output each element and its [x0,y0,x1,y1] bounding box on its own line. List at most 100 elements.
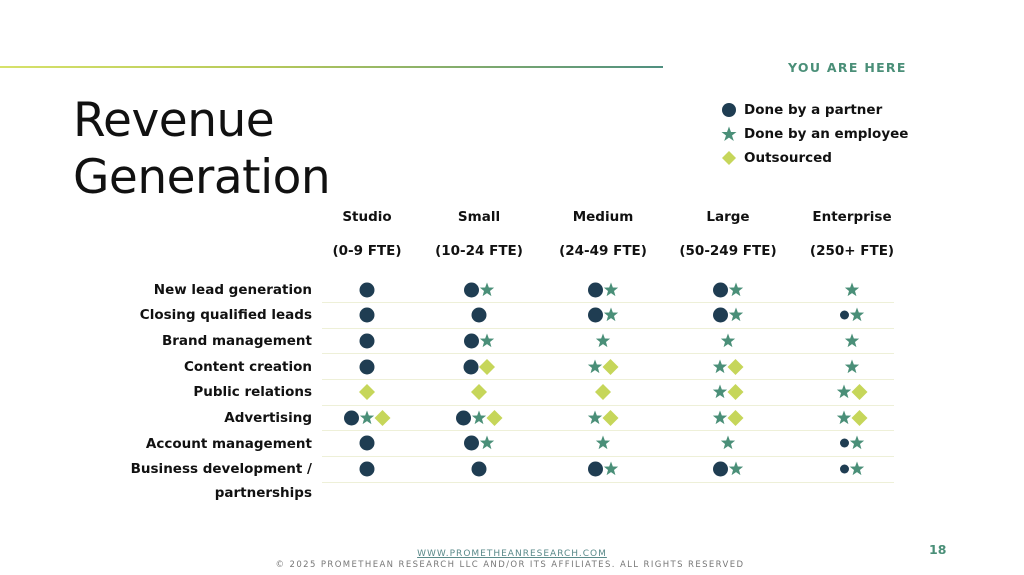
row-label-closing-qualified-leads: Closing qualified leads [139,307,312,323]
outsourced-diamond-icon [471,384,487,400]
outsourced-diamond-icon [602,359,619,375]
circle-icon [722,103,736,117]
employee-star-icon [728,461,744,476]
title-line-2: Generation [73,150,331,205]
partner-circle-icon [464,282,479,298]
row-label-public-relations: Public relations [193,384,312,400]
employee-star-icon [359,410,375,425]
employee-star-icon [479,333,495,348]
star-icon [721,126,737,141]
employee-star-icon [712,359,728,374]
outsourced-diamond-icon [479,359,495,375]
column-name: Studio [342,209,392,225]
partner-circle-icon [359,307,375,323]
partner-circle-icon [840,464,849,474]
column-name: Large [706,209,750,225]
row-label-brand-management: Brand management [161,333,312,349]
employee-star-icon [587,410,603,425]
employee-star-icon [479,435,495,450]
employee-star-icon [844,333,860,348]
column-range: (50-249 FTE) [679,243,777,259]
row-label-business-development: Business development / [130,461,312,477]
footer-website-link[interactable]: WWW.PROMETHEANRESEARCH.COM [417,549,607,559]
employee-star-icon [595,333,611,348]
row-label-partnerships: partnerships [214,485,312,501]
partner-circle-icon [344,410,359,426]
row-divider [322,405,894,406]
column-name: Small [457,209,501,225]
row-divider [322,482,894,483]
employee-star-icon [603,307,619,322]
row-label-advertising: Advertising [224,410,312,426]
employee-star-icon [728,307,744,322]
column-name: Enterprise [812,209,892,225]
partner-circle-icon [359,282,375,298]
partner-circle-icon [359,333,375,349]
header-divider [0,66,663,68]
diamond-icon [722,151,736,165]
row-divider [322,430,894,431]
employee-star-icon [836,384,852,399]
row-divider [322,302,894,303]
partner-circle-icon [359,461,375,477]
partner-circle-icon [359,359,375,375]
legend: Done by a partner Done by an employee Ou… [720,98,908,170]
partner-circle-icon [840,438,849,448]
outsourced-diamond-icon [374,410,391,426]
outsourced-diamond-icon [727,384,744,400]
partner-circle-icon [713,282,728,298]
employee-star-icon [471,410,487,425]
legend-item-partner: Done by a partner [720,98,908,122]
legend-label: Outsourced [744,150,832,166]
row-label-content-creation: Content creation [183,359,312,375]
legend-item-outsourced: Outsourced [720,146,908,170]
partner-circle-icon [588,307,603,323]
partner-circle-icon [464,333,479,349]
partner-circle-icon [840,310,849,320]
employee-star-icon [728,282,744,297]
footer-copyright: © 2025 PROMETHEAN RESEARCH LLC AND/OR IT… [275,560,745,570]
title-line-1: Revenue [73,93,275,148]
column-range: (250+ FTE) [809,243,895,259]
row-label-new-lead-generation: New lead generation [153,282,312,298]
legend-item-employee: Done by an employee [720,122,908,146]
employee-star-icon [849,435,865,450]
employee-star-icon [844,359,860,374]
outsourced-diamond-icon [727,410,744,426]
page-number: 18 [929,542,947,557]
outsourced-diamond-icon [602,410,619,426]
row-divider [322,379,894,380]
employee-star-icon [844,282,860,297]
partner-circle-icon [713,461,728,477]
row-label-account-management: Account management [145,436,312,452]
employee-star-icon [603,282,619,297]
page-title: Revenue Generation [73,92,331,206]
outsourced-diamond-icon [595,384,611,400]
employee-star-icon [849,461,865,476]
employee-star-icon [603,461,619,476]
you-are-here-marker: YOU ARE HERE [788,60,907,75]
partner-circle-icon [588,282,603,298]
partner-circle-icon [359,435,375,451]
partner-circle-icon [471,461,487,477]
employee-star-icon [479,282,495,297]
employee-star-icon [720,333,736,348]
outsourced-diamond-icon [851,384,868,400]
row-divider [322,353,894,354]
partner-circle-icon [464,435,479,451]
outsourced-diamond-icon [851,410,868,426]
column-name: Medium [572,209,634,225]
employee-star-icon [849,307,865,322]
column-range: (24-49 FTE) [559,243,647,259]
partner-circle-icon [471,307,487,323]
row-divider [322,328,894,329]
employee-star-icon [595,435,611,450]
employee-star-icon [712,384,728,399]
column-range: (0-9 FTE) [332,243,402,259]
column-range: (10-24 FTE) [435,243,523,259]
employee-star-icon [712,410,728,425]
partner-circle-icon [463,359,479,375]
legend-label: Done by an employee [744,126,909,142]
